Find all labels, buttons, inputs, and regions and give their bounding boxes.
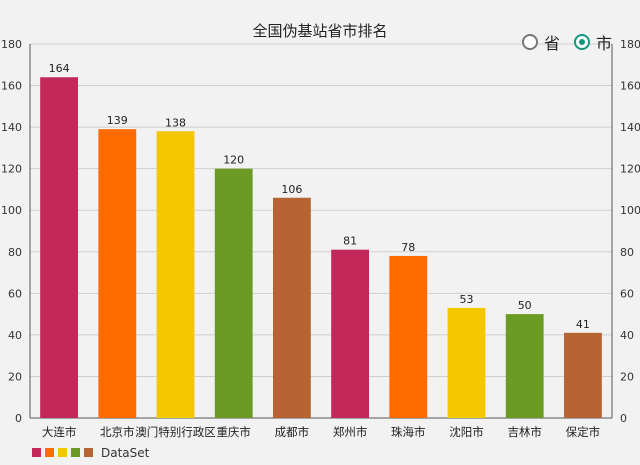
bar (447, 307, 486, 418)
y-tick-label-left: 160 (1, 80, 22, 93)
chart-title: 全国伪基站省市排名 (252, 22, 388, 40)
y-tick-label-left: 60 (8, 287, 22, 300)
bar (98, 129, 137, 418)
legend-swatch (84, 448, 93, 457)
y-tick-label-right: 120 (620, 163, 640, 176)
y-tick-label-left: 140 (1, 121, 22, 134)
y-tick-label-left: 20 (8, 370, 22, 383)
y-tick-label-left: 100 (1, 204, 22, 217)
x-tick-label: 成都市 (275, 425, 310, 439)
y-tick-label-left: 180 (1, 38, 22, 51)
y-tick-label-right: 0 (620, 412, 627, 425)
bar-value-label: 120 (223, 154, 244, 167)
x-tick-label: 澳门特别行政区 (135, 425, 216, 439)
x-tick-label: 大连市 (42, 425, 77, 439)
bar (156, 131, 195, 418)
y-tick-label-left: 0 (15, 412, 22, 425)
y-tick-label-right: 180 (620, 38, 640, 51)
y-tick-label-right: 80 (620, 246, 634, 259)
bar-value-label: 41 (576, 318, 590, 331)
option-province-label: 省 (544, 34, 561, 53)
y-tick-label-right: 100 (620, 204, 640, 217)
y-tick-label-right: 20 (620, 370, 634, 383)
bar (272, 197, 311, 418)
y-tick-label-right: 160 (620, 80, 640, 93)
y-tick-label-left: 80 (8, 246, 22, 259)
y-tick-label-right: 140 (620, 121, 640, 134)
y-tick-label-right: 40 (620, 329, 634, 342)
bar-value-label: 50 (518, 299, 532, 312)
legend-label: DataSet (101, 446, 150, 460)
option-province[interactable]: 省 (522, 30, 560, 54)
x-tick-label: 保定市 (566, 425, 601, 439)
bar-value-label: 138 (165, 116, 186, 129)
x-tick-label: 重庆市 (216, 425, 251, 439)
option-city-label: 市 (596, 34, 613, 53)
x-tick-label: 吉林市 (507, 425, 542, 439)
bar-value-label: 81 (343, 235, 357, 248)
legend-swatches (32, 446, 97, 460)
x-tick-label: 沈阳市 (449, 425, 484, 439)
city-radio-icon[interactable] (574, 34, 591, 50)
bar-value-label: 53 (460, 293, 474, 306)
legend-swatch (45, 448, 54, 457)
legend: DataSet (32, 446, 149, 460)
bar-value-label: 78 (401, 241, 415, 254)
bar (389, 255, 428, 418)
legend-swatch (58, 448, 67, 457)
x-tick-label: 郑州市 (333, 425, 368, 439)
bar-value-label: 164 (49, 62, 70, 75)
legend-swatch (71, 448, 80, 457)
y-tick-label-right: 60 (620, 287, 634, 300)
legend-swatch (32, 448, 41, 457)
bar (331, 249, 370, 418)
x-tick-label: 珠海市 (391, 425, 426, 439)
y-tick-label-left: 120 (1, 163, 22, 176)
y-tick-label-left: 40 (8, 329, 22, 342)
x-tick-label: 北京市 (100, 425, 135, 439)
option-city[interactable]: 市 (574, 30, 612, 54)
bar (40, 77, 79, 418)
bar-value-label: 139 (107, 114, 128, 127)
bar-value-label: 106 (281, 183, 302, 196)
bar (214, 168, 253, 418)
region-toggle: 省 市 (522, 30, 620, 54)
bar (505, 314, 544, 418)
bar (563, 332, 602, 418)
province-radio-icon[interactable] (522, 34, 538, 50)
